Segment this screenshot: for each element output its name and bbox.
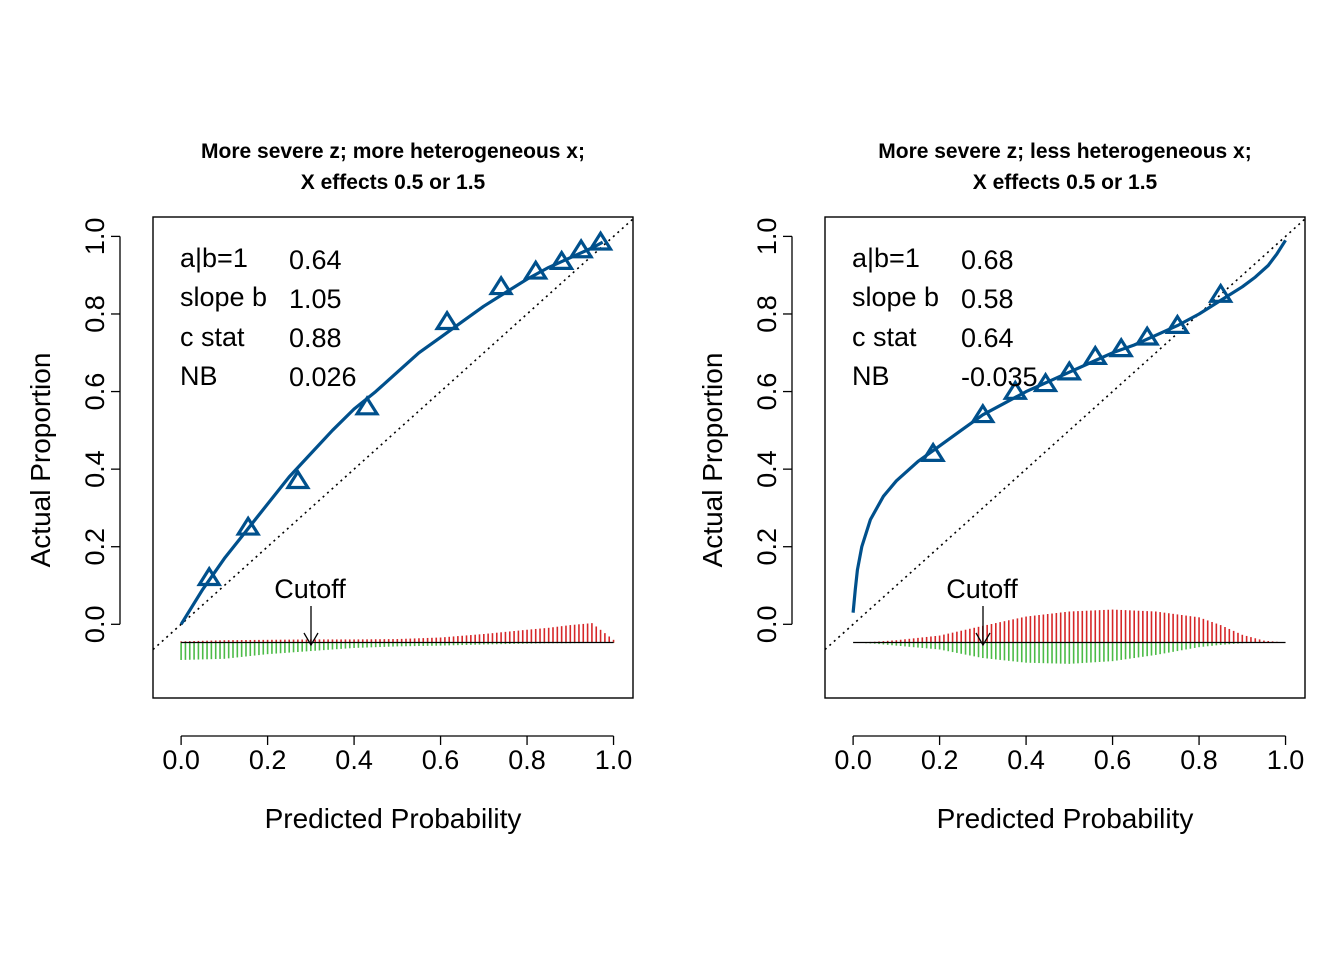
plot-area: 0.0 0.2 0.4 0.6 0.8 1.0 0.0 0.2 0.4 0.6 0.8 1.0 (80, 218, 633, 775)
cutoff-annotation: Cutoff (946, 574, 1018, 647)
chart-title-line2: X effects 0.5 or 1.5 (973, 171, 1158, 194)
stat-value-slope: 1.05 (289, 284, 342, 314)
y-tick-label: 0.0 (752, 606, 782, 644)
group-point-triangle (1164, 313, 1191, 334)
y-tick-label: 0.2 (80, 528, 110, 566)
chart-title-line1: More severe z; more heterogeneous x; (201, 140, 585, 163)
x-tick-label: 0.0 (834, 745, 872, 775)
x-tick-label: 1.0 (1267, 745, 1305, 775)
group-point-triangle (285, 468, 311, 490)
group-point-triangle (587, 230, 614, 251)
stat-label-slope: slope b (180, 282, 267, 312)
x-tick-label: 0.4 (1007, 745, 1045, 775)
stat-label-nb: NB (852, 361, 890, 391)
y-axis-label: Actual Proportion (25, 353, 56, 568)
y-tick-label: 1.0 (752, 218, 782, 256)
chart-title-line2: X effects 0.5 or 1.5 (301, 171, 486, 194)
group-point-triangle (568, 237, 594, 259)
y-tick-label: 0.4 (80, 450, 110, 488)
plot-frame (152, 216, 634, 699)
calibration-curve (851, 239, 1287, 613)
x-tick-label: 0.6 (1094, 745, 1132, 775)
y-tick-label: 0.6 (80, 373, 110, 411)
stat-value-cstat: 0.64 (961, 323, 1014, 353)
cutoff-arrow-head (975, 632, 991, 647)
stat-value-cstat: 0.88 (289, 323, 342, 353)
stat-value-nb: -0.035 (961, 362, 1038, 392)
x-tick-label: 0.2 (921, 745, 959, 775)
x-tick-label: 1.0 (595, 745, 633, 775)
x-tick-label: 0.0 (162, 745, 200, 775)
stat-label-cstat: c stat (852, 322, 917, 352)
group-point-triangle (1134, 325, 1160, 346)
plot-area: 0.0 0.2 0.4 0.6 0.8 1.0 0.0 0.2 0.4 0.6 0.8 1.0 (752, 218, 1305, 775)
plot-marks (825, 218, 1305, 664)
group-point-triangle (1002, 379, 1029, 400)
x-tick-label: 0.8 (1180, 745, 1218, 775)
group-point-triangle (920, 441, 946, 462)
group-point-triangle (1056, 360, 1083, 381)
group-point-triangle (522, 259, 549, 280)
panel-left: More severe z; more heterogeneous x; X e… (25, 140, 634, 834)
group-point-triangle (1032, 371, 1059, 393)
cutoff-label: Cutoff (946, 574, 1018, 604)
x-axis-label: Predicted Probability (265, 803, 522, 834)
x-axis-label: Predicted Probability (937, 803, 1194, 834)
y-axis-label: Actual Proportion (697, 353, 728, 568)
stat-label-intercept: a|b=1 (852, 243, 920, 273)
x-tick-label: 0.4 (335, 745, 373, 775)
stat-value-nb: 0.026 (289, 362, 357, 392)
y-tick-label: 0.6 (752, 373, 782, 411)
group-point-triangle (1108, 336, 1135, 358)
y-tick-label: 0.4 (752, 450, 782, 488)
x-tick-label: 0.8 (508, 745, 546, 775)
cutoff-annotation: Cutoff (274, 574, 346, 647)
group-point-triangle (1207, 282, 1234, 303)
y-tick-label: 1.0 (80, 218, 110, 256)
group-point-triangle (434, 309, 460, 331)
stat-label-intercept: a|b=1 (180, 243, 248, 273)
y-tick-label: 0.2 (752, 528, 782, 566)
y-tick-label: 0.8 (752, 295, 782, 333)
group-point-triangle (488, 274, 514, 296)
stats-block: a|b=1 slope b c stat NB 0.68 0.58 0.64 -… (852, 243, 1038, 392)
stats-block: a|b=1 slope b c stat NB 0.64 1.05 0.88 0… (180, 243, 357, 392)
stat-value-slope: 0.58 (961, 284, 1014, 314)
stat-label-nb: NB (180, 361, 218, 391)
plot-frame (824, 216, 1306, 699)
group-point-triangle (1082, 344, 1109, 365)
chart-title-line1: More severe z; less heterogeneous x; (878, 140, 1251, 163)
y-tick-label: 0.8 (80, 295, 110, 333)
x-tick-label: 0.6 (422, 745, 460, 775)
x-tick-label: 0.2 (249, 745, 287, 775)
cutoff-label: Cutoff (274, 574, 346, 604)
stat-label-cstat: c stat (180, 322, 245, 352)
group-point-triangle (970, 402, 996, 424)
group-point-triangle (354, 395, 380, 416)
stat-value-intercept: 0.68 (961, 245, 1014, 275)
group-point-triangle (548, 249, 575, 270)
cutoff-arrow-head (303, 632, 319, 647)
group-point-triangle (235, 515, 261, 536)
panel-right: More severe z; less heterogeneous x; X e… (697, 140, 1306, 834)
y-tick-label: 0.0 (80, 606, 110, 644)
plot-marks (153, 218, 633, 660)
stat-label-slope: slope b (852, 282, 939, 312)
stat-value-intercept: 0.64 (289, 245, 342, 275)
group-point-triangle (196, 565, 223, 587)
